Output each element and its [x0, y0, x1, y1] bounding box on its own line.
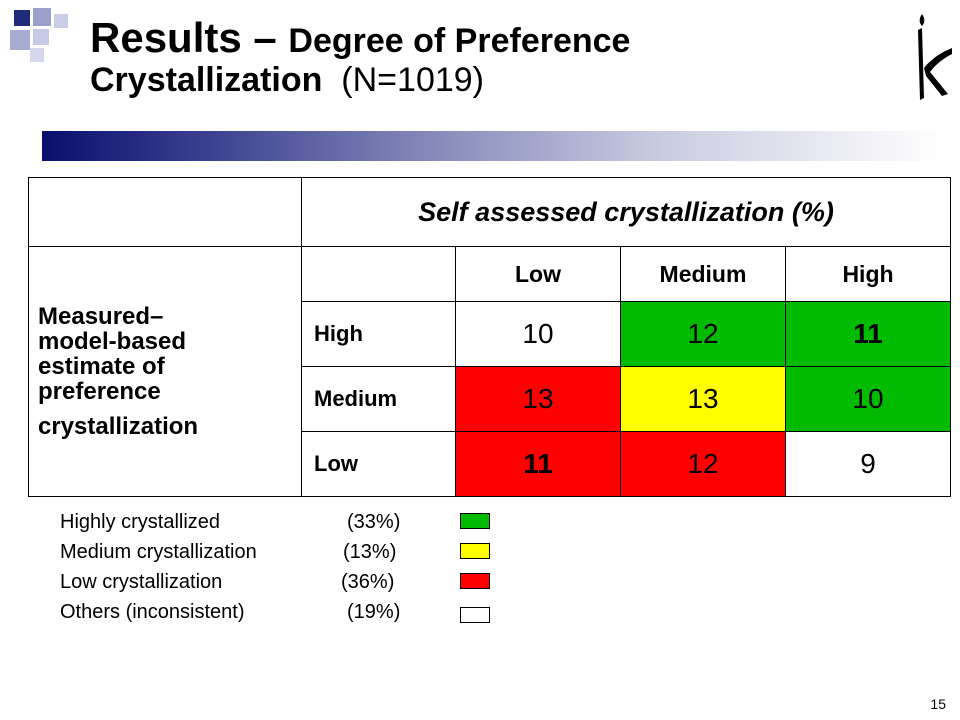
- table-corner-cell: [28, 177, 302, 247]
- legend-label: Others (inconsistent): [60, 601, 245, 623]
- column-header: Low: [455, 246, 621, 302]
- title-line2: Crystallization: [90, 61, 323, 100]
- row-header: High: [301, 301, 456, 367]
- row-label-line: Measured–: [38, 302, 164, 330]
- table-cell: 10: [455, 301, 621, 367]
- table-cell: 11: [455, 431, 621, 497]
- row-label-line: model-based: [38, 327, 187, 355]
- column-header: High: [785, 246, 951, 302]
- legend-percent: (19%): [347, 601, 401, 623]
- legend-label: Medium crystallization: [60, 541, 257, 563]
- decor-square: [14, 10, 30, 26]
- legend-percent: (33%): [347, 511, 401, 533]
- decor-square: [33, 8, 51, 26]
- legend-label: Highly crystallized: [60, 511, 221, 533]
- candle-logo-icon: [918, 14, 952, 100]
- table-cell: 10: [785, 366, 951, 432]
- page-number: 15: [930, 696, 946, 712]
- table-row: Medium 13 13 10: [29, 366, 951, 432]
- table-row: High 10 12 11: [29, 301, 951, 367]
- column-header: Medium: [620, 246, 786, 302]
- table-blank-header-cell: [301, 246, 456, 302]
- table-cell: 11: [785, 301, 951, 367]
- legend-percent: (13%): [343, 541, 397, 563]
- row-label-line: estimate of: [38, 352, 165, 380]
- table-main-header: Self assessed crystallization (%): [301, 177, 951, 247]
- title-sample-size: (N=1019): [341, 61, 484, 100]
- row-label-line: crystallization: [38, 413, 199, 441]
- row-header: Low: [301, 431, 456, 497]
- row-header: Medium: [301, 366, 456, 432]
- decor-square: [33, 29, 49, 45]
- legend-percent: (36%): [341, 571, 395, 593]
- row-label-line: preference: [38, 378, 161, 406]
- legend-swatch: [460, 607, 490, 623]
- crystallization-table: Self assessed crystallization (%) Measur…: [28, 177, 951, 497]
- table-row: Low 11 12 9: [29, 431, 951, 497]
- legend-swatch: [460, 543, 490, 559]
- decor-square: [54, 14, 68, 28]
- row-group-label: Measured– model-based estimate of prefer…: [28, 246, 302, 497]
- title-sub: Degree of Preference: [288, 22, 631, 60]
- legend-swatch: [460, 573, 490, 589]
- title-main: Results –: [90, 14, 289, 61]
- legend-label: Low crystallization: [60, 571, 223, 593]
- table-cell: 13: [620, 366, 786, 432]
- legend-swatch: [460, 513, 490, 529]
- table-cell: 13: [455, 366, 621, 432]
- table-cell: 12: [620, 431, 786, 497]
- table-cell: 9: [785, 431, 951, 497]
- table-cell: 12: [620, 301, 786, 367]
- decor-square: [10, 30, 30, 50]
- slide-title: Results – Degree of Preference Crystalli…: [90, 14, 870, 99]
- decor-square: [30, 48, 44, 62]
- header-gradient-bar: [42, 131, 942, 161]
